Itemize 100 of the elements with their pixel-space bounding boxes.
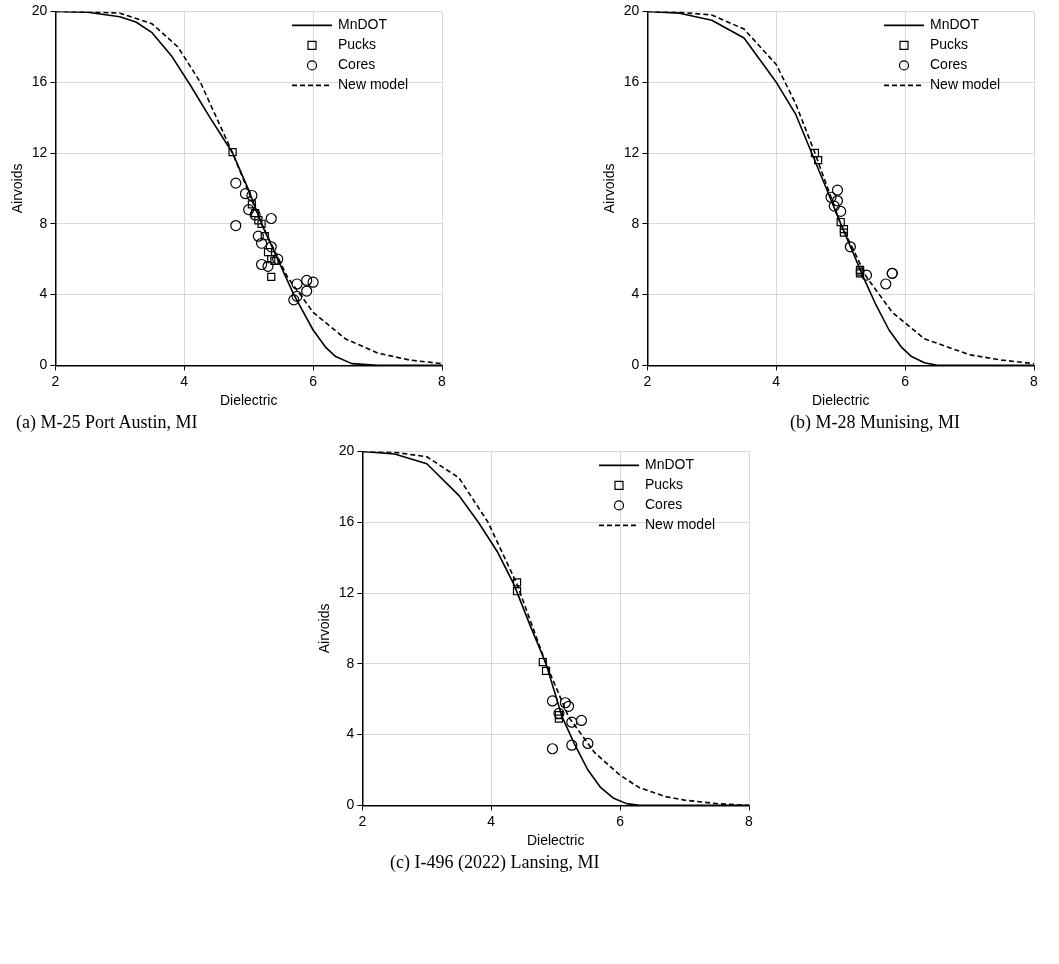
point (566, 716, 578, 728)
y-axis-title: Airvoids (9, 163, 26, 214)
y-tick-label: 20 (338, 442, 355, 459)
x-axis-title: Dielectric (219, 392, 278, 409)
point (835, 205, 847, 218)
point (291, 278, 303, 290)
point (839, 224, 849, 234)
y-tick-label: 16 (31, 73, 48, 90)
legend-label: New model (338, 76, 409, 93)
point (230, 219, 242, 232)
x-tick-label: 8 (745, 812, 754, 829)
point (546, 743, 559, 755)
x-tick-label: 2 (51, 372, 60, 389)
y-tick-label: 20 (623, 2, 640, 19)
legend-label: MnDOT (338, 16, 388, 33)
y-tick-label: 4 (346, 725, 355, 742)
point (844, 241, 856, 253)
legend-label: MnDOT (930, 16, 980, 33)
point (270, 256, 279, 266)
point (262, 260, 274, 272)
x-tick-label: 8 (1030, 372, 1039, 389)
point (288, 294, 300, 306)
x-tick-label: 2 (358, 812, 367, 829)
point (272, 253, 284, 265)
point (831, 184, 844, 196)
x-axis-title: Dielectric (811, 392, 870, 409)
point (239, 188, 252, 200)
legend-label: Cores (645, 496, 683, 513)
point (575, 714, 588, 727)
legend-label: Cores (338, 56, 376, 73)
point (267, 255, 276, 264)
point (254, 216, 263, 225)
legend-label: Pucks (338, 36, 377, 53)
point (839, 228, 849, 237)
point (825, 191, 837, 203)
point (860, 269, 873, 281)
y-axis-title: Airvoids (316, 603, 333, 654)
y-tick-label: 12 (338, 583, 355, 600)
y-tick-label: 8 (39, 214, 48, 231)
x-tick-label: 8 (438, 372, 447, 389)
point (538, 657, 547, 667)
y-tick-label: 8 (346, 654, 355, 671)
point (582, 737, 594, 750)
y-tick-label: 4 (39, 285, 48, 302)
point (291, 290, 303, 302)
legend-label: Pucks (930, 36, 969, 53)
text: (c) I-496 (2022) Lansing, MI (390, 852, 601, 873)
legend-label: Cores (930, 56, 968, 73)
text: (a) M-25 Port Austin, MI (16, 412, 199, 433)
x-tick-label: 6 (901, 372, 910, 389)
point (255, 237, 268, 249)
point (247, 200, 257, 209)
y-tick-label: 0 (346, 796, 355, 813)
point (546, 695, 559, 707)
point (562, 700, 575, 712)
point (252, 230, 264, 242)
y-tick-label: 20 (31, 2, 48, 19)
y-tick-label: 16 (623, 73, 640, 90)
x-tick-label: 2 (643, 372, 652, 389)
x-tick-label: 4 (772, 372, 781, 389)
point (257, 219, 266, 228)
point (243, 204, 255, 216)
point (230, 177, 242, 189)
x-tick-label: 4 (180, 372, 189, 389)
x-axis-title: Dielectric (526, 832, 585, 849)
point (836, 217, 845, 227)
point (559, 697, 571, 709)
point (828, 200, 840, 212)
point (831, 195, 844, 207)
point (267, 272, 276, 282)
legend-label: MnDOT (645, 456, 695, 473)
x-tick-label: 6 (616, 812, 625, 829)
point (554, 714, 564, 723)
point (228, 147, 237, 157)
point (301, 285, 313, 297)
text: (b) M-28 Munising, MI (790, 412, 961, 433)
point (265, 241, 277, 253)
y-tick-label: 8 (631, 214, 640, 231)
point (265, 212, 277, 225)
y-tick-label: 16 (338, 513, 355, 530)
y-tick-label: 12 (623, 143, 640, 160)
point (260, 232, 269, 241)
point (880, 278, 892, 290)
point (307, 276, 319, 288)
point (246, 189, 258, 202)
legend-label: Pucks (645, 476, 684, 493)
point (263, 247, 273, 257)
point (255, 258, 268, 271)
y-tick-label: 0 (631, 356, 640, 373)
point (512, 578, 522, 587)
point (566, 739, 578, 751)
y-tick-label: 12 (31, 143, 48, 160)
point (301, 274, 313, 287)
point (814, 155, 823, 165)
point (810, 148, 820, 158)
x-tick-label: 6 (309, 372, 318, 389)
y-tick-label: 0 (39, 356, 48, 373)
point (512, 587, 522, 596)
y-tick-label: 4 (631, 285, 640, 302)
legend-label: New model (645, 516, 716, 533)
